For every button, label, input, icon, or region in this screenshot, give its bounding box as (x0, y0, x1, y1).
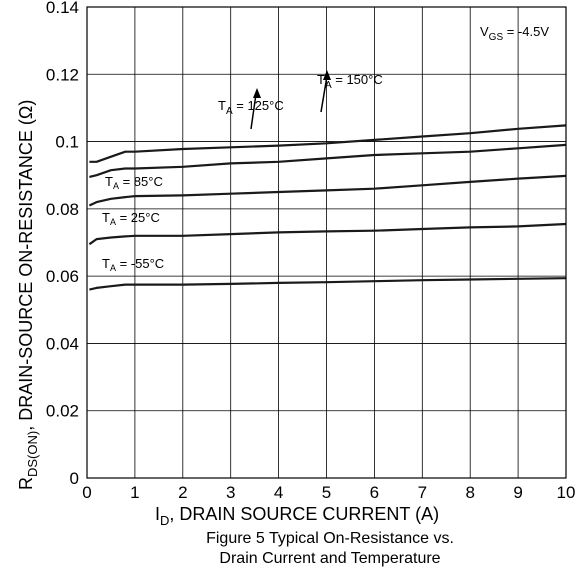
series-line-1 (89, 143, 567, 178)
y-axis-title-sub: DS(ON) (25, 431, 40, 477)
y-axis-title: RDS(ON), DRAIN-SOURCE ON-RESISTANCE (Ω) (16, 100, 40, 490)
x-tick-label: 6 (370, 483, 379, 502)
x-axis-title-main: I (155, 504, 160, 524)
condition-rest: = -4.5V (503, 24, 549, 39)
series-line-3 (88, 222, 567, 246)
y-tick-label: 0.04 (46, 334, 79, 353)
x-axis-title: ID, DRAIN SOURCE CURRENT (A) (155, 504, 439, 528)
x-tick-labels: 0 1 2 3 4 5 6 7 8 9 10 (82, 483, 575, 502)
annotation-150c-arrow (320, 75, 328, 113)
condition-label: VGS = -4.5V (480, 24, 549, 43)
x-tick-label: 7 (418, 483, 427, 502)
x-tick-label: 3 (226, 483, 235, 502)
y-tick-label: 0.1 (55, 133, 79, 152)
y-tick-label: 0 (70, 469, 79, 488)
annotation-125c-arrow (250, 93, 257, 130)
y-tick-label: 0.06 (46, 267, 79, 286)
x-tick-label: 4 (274, 483, 283, 502)
y-tick-label: 0.12 (46, 65, 79, 84)
annotation-85c: TA = 85°C (105, 174, 163, 191)
figure-caption-line-1: Figure 5 Typical On-Resistance vs. (206, 530, 454, 547)
x-axis-title-sub: D (160, 513, 169, 528)
x-tick-label: 2 (178, 483, 187, 502)
series-line-2 (88, 174, 567, 207)
annotation-125c: TA = 125°C (218, 98, 284, 117)
y-axis-title-rest: , DRAIN-SOURCE ON-RESISTANCE (Ω) (16, 100, 36, 431)
figure-caption-line-2: Drain Current and Temperature (219, 550, 441, 567)
x-tick-label: 9 (513, 483, 522, 502)
y-tick-label: 0.08 (46, 200, 79, 219)
series-line-0 (89, 124, 567, 163)
x-tick-label: 8 (465, 483, 474, 502)
annotation-125c-arrowhead (253, 88, 261, 98)
x-tick-label: 0 (82, 483, 91, 502)
annotation-150c-arrowhead (323, 70, 331, 80)
condition-main: V (480, 24, 489, 39)
condition-sub: GS (489, 32, 504, 43)
annotation-25c: TA = 25°C (102, 210, 160, 227)
annotation-150c: TA = 150°C (317, 72, 383, 91)
plot-frame (86, 6, 567, 479)
y-tick-labels: 0 0.02 0.04 0.06 0.08 0.1 0.12 0.14 (46, 0, 79, 488)
y-tick-label: 0.02 (46, 402, 79, 421)
series-layer (88, 124, 567, 291)
x-tick-label: 1 (130, 483, 139, 502)
annotation-minus55c: TA = -55°C (102, 256, 164, 273)
x-tick-label: 5 (322, 483, 331, 502)
series-line-4 (89, 277, 567, 291)
x-axis-title-rest: , DRAIN SOURCE CURRENT (A) (169, 504, 439, 524)
y-axis-title-main: R (16, 477, 36, 490)
y-tick-label: 0.14 (46, 0, 79, 17)
x-tick-label: 10 (557, 483, 576, 502)
